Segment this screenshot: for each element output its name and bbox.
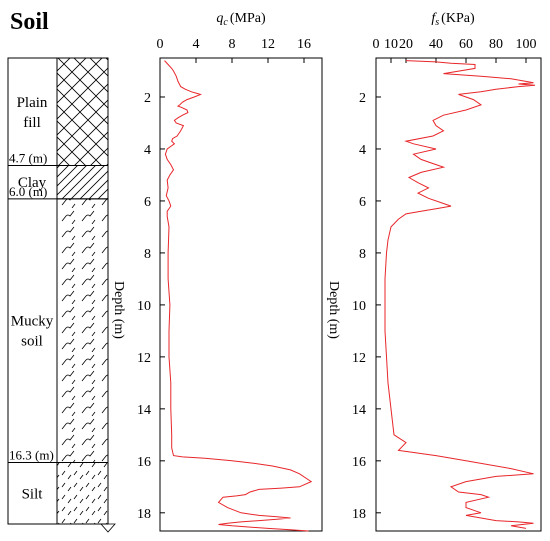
soil-layer-pattern: [56, 57, 109, 166]
x-tick-label: 4: [193, 37, 200, 52]
y-tick-label: 14: [352, 403, 366, 418]
soil-layer-pattern: [56, 462, 109, 525]
soil-layer-pattern: [56, 198, 109, 463]
x-tick-label: 10: [384, 37, 398, 52]
fs-chart: fs (KPa) Depth (m) 0 10 20 40 60 80 100 2468101…: [326, 11, 542, 532]
fs-ylabel: Depth (m): [326, 281, 341, 339]
x-tick-label: 16: [297, 37, 311, 52]
y-tick-label: 16: [137, 455, 151, 470]
x-tick-label: 12: [261, 37, 275, 52]
x-tick-label: 80: [489, 37, 503, 52]
soil-layers: Plain fill Clay Mucky soil Silt 4.7 (m) 6.0 (m)…: [8, 57, 116, 533]
x-tick-label: 0: [157, 37, 164, 52]
y-tick-label: 2: [144, 91, 151, 106]
y-tick-label: 14: [137, 403, 151, 418]
y-tick-label: 12: [352, 351, 366, 366]
y-tick-label: 6: [359, 195, 366, 210]
soil-layer-label: Plain: [17, 95, 48, 111]
fs-x-ticks: 0 10 20 40 60 80 100: [373, 37, 537, 63]
x-tick-label: 40: [429, 37, 443, 52]
x-tick-label: 8: [229, 37, 236, 52]
y-tick-label: 18: [137, 507, 151, 522]
soil-layer-label: Clay: [18, 175, 47, 191]
qc-title: qc (MPa): [216, 11, 266, 28]
soil-layer-label: Mucky: [11, 314, 54, 330]
soil-title: Soil: [10, 9, 49, 35]
qc-plot-frame: [159, 57, 323, 532]
soil-column: Soil Plain fill Clay Mucky soil Silt 4.7 (m) 6.…: [7, 9, 116, 533]
y-tick-label: 8: [359, 247, 366, 262]
y-tick-label: 6: [144, 195, 151, 210]
soil-layer-label: Silt: [22, 486, 44, 502]
soil-layer-pattern: [56, 165, 109, 200]
x-tick-label: 60: [459, 37, 473, 52]
x-tick-label: 100: [516, 37, 537, 52]
y-tick-label: 8: [144, 247, 151, 262]
qc-ylabel: Depth (m): [111, 281, 126, 339]
soil-boundary-label: 16.3 (m): [9, 448, 54, 463]
y-tick-label: 16: [352, 455, 366, 470]
qc-series-line: [164, 60, 313, 532]
soil-boundary-label: 6.0 (m): [9, 184, 47, 199]
qc-chart: qc (MPa) Depth (m) 0 4 8 12 16 2 4 6 8 10 12 14 16 18: [111, 11, 323, 532]
soil-layer-label: fill: [23, 115, 41, 131]
fs-y-ticks: 2 4 6 8 10 12 14 16 18: [352, 91, 381, 522]
fs-title: fs (KPa): [431, 11, 475, 28]
fs-series-line: [384, 60, 536, 529]
x-tick-label: 0: [373, 37, 380, 52]
qc-x-ticks: 0 4 8 12 16: [157, 37, 311, 63]
y-tick-label: 2: [359, 91, 366, 106]
y-tick-label: 4: [359, 143, 366, 158]
soil-layer-label: soil: [21, 334, 43, 350]
y-tick-label: 10: [137, 299, 151, 314]
y-tick-label: 10: [352, 299, 366, 314]
y-tick-label: 18: [352, 507, 366, 522]
soil-boundary-label: 4.7 (m): [9, 151, 47, 166]
water-table-icon: [100, 523, 116, 533]
y-tick-label: 12: [137, 351, 151, 366]
x-tick-label: 20: [399, 37, 413, 52]
qc-y-ticks: 2 4 6 8 10 12 14 16 18: [137, 91, 165, 522]
y-tick-label: 4: [144, 143, 151, 158]
fs-plot-frame: [375, 57, 542, 532]
